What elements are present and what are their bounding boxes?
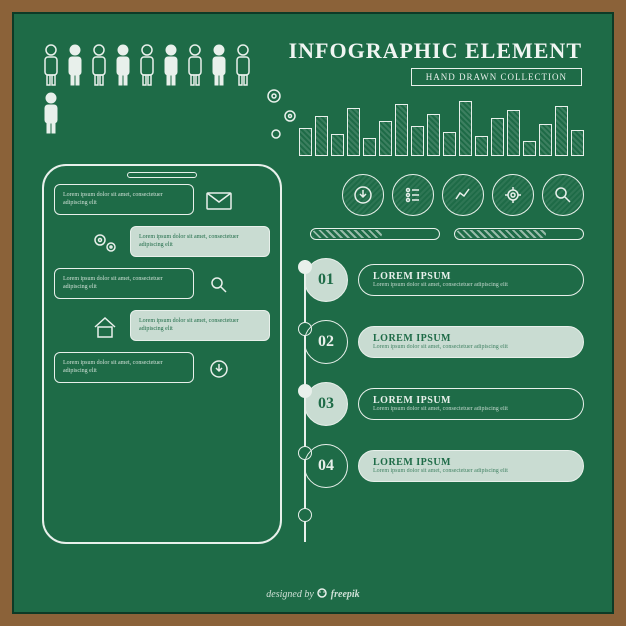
bar xyxy=(379,121,392,156)
footer-prefix: designed by xyxy=(266,589,316,600)
step-title: LOREM IPSUM xyxy=(373,457,569,468)
bar xyxy=(315,116,328,156)
step-content: LOREM IPSUMLorem ipsum dolor sit amet, c… xyxy=(358,264,584,297)
chat-message: Lorem ipsum dolor sit amet, consectetuer… xyxy=(54,268,270,302)
mail-icon xyxy=(202,184,236,218)
freepik-logo-icon xyxy=(316,587,328,599)
download-icon xyxy=(342,174,384,216)
chat-message: Lorem ipsum dolor sit amet, consectetuer… xyxy=(54,226,270,260)
people-pictogram xyxy=(42,44,252,134)
chalkboard: INFOGRAPHIC ELEMENT HAND DRAWN COLLECTIO… xyxy=(12,12,614,614)
circle-icons-row xyxy=(342,174,584,216)
step-content: LOREM IPSUMLorem ipsum dolor sit amet, c… xyxy=(358,450,584,483)
chat-message: Lorem ipsum dolor sit amet, consectetuer… xyxy=(54,352,270,386)
step-number: 02 xyxy=(304,320,348,364)
bar xyxy=(427,114,440,156)
step-item: 04 LOREM IPSUMLorem ipsum dolor sit amet,… xyxy=(304,444,584,488)
person-icon xyxy=(186,44,204,86)
bar xyxy=(523,141,536,156)
bar xyxy=(459,101,472,156)
step-number: 03 xyxy=(304,382,348,426)
step-item: 01 LOREM IPSUMLorem ipsum dolor sit amet,… xyxy=(304,258,584,302)
person-icon xyxy=(42,92,60,134)
person-icon xyxy=(90,44,108,86)
message-bubble: Lorem ipsum dolor sit amet, consectetuer… xyxy=(130,310,270,341)
bar xyxy=(363,138,376,156)
step-title: LOREM IPSUM xyxy=(373,333,569,344)
footer-credit: designed by freepik xyxy=(14,587,612,600)
bar xyxy=(331,134,344,156)
gear-icon xyxy=(492,174,534,216)
bar xyxy=(299,128,312,156)
header: INFOGRAPHIC ELEMENT HAND DRAWN COLLECTIO… xyxy=(289,38,582,86)
bar xyxy=(347,108,360,156)
main-title: INFOGRAPHIC ELEMENT xyxy=(289,38,582,64)
chat-message: Lorem ipsum dolor sit amet, consectetuer… xyxy=(54,310,270,344)
message-bubble: Lorem ipsum dolor sit amet, consectetuer… xyxy=(54,184,194,215)
progress-bars xyxy=(310,228,584,240)
step-content: LOREM IPSUMLorem ipsum dolor sit amet, c… xyxy=(358,326,584,359)
gears-icon xyxy=(88,226,122,260)
message-bubble: Lorem ipsum dolor sit amet, consectetuer… xyxy=(54,352,194,383)
message-bubble: Lorem ipsum dolor sit amet, consectetuer… xyxy=(54,268,194,299)
progress-bar xyxy=(454,228,584,240)
step-number: 01 xyxy=(304,258,348,302)
subtitle-badge: HAND DRAWN COLLECTION xyxy=(411,68,582,86)
list-icon xyxy=(392,174,434,216)
step-title: LOREM IPSUM xyxy=(373,395,569,406)
person-icon xyxy=(66,44,84,86)
home-icon xyxy=(88,310,122,344)
chat-message: Lorem ipsum dolor sit amet, consectetuer… xyxy=(54,184,270,218)
steps-list: 01LOREM IPSUMLorem ipsum dolor sit amet,… xyxy=(304,258,584,506)
message-bubble: Lorem ipsum dolor sit amet, consectetuer… xyxy=(130,226,270,257)
step-text: Lorem ipsum dolor sit amet, consectetuer… xyxy=(373,468,569,476)
search-icon xyxy=(542,174,584,216)
step-item: 03 LOREM IPSUMLorem ipsum dolor sit amet,… xyxy=(304,382,584,426)
download-icon xyxy=(202,352,236,386)
step-text: Lorem ipsum dolor sit amet, consectetuer… xyxy=(373,282,569,290)
bar xyxy=(475,136,488,156)
chart-icon xyxy=(442,174,484,216)
step-content: LOREM IPSUMLorem ipsum dolor sit amet, c… xyxy=(358,388,584,421)
gears-decoration-icon xyxy=(262,82,302,152)
person-icon xyxy=(234,44,252,86)
step-title: LOREM IPSUM xyxy=(373,271,569,282)
footer-brand: freepik xyxy=(331,589,360,600)
search-icon xyxy=(202,268,236,302)
person-icon xyxy=(162,44,180,86)
bar xyxy=(571,130,584,156)
bar xyxy=(395,104,408,156)
phone-notch xyxy=(127,172,197,178)
step-text: Lorem ipsum dolor sit amet, consectetuer… xyxy=(373,344,569,352)
bar xyxy=(539,124,552,156)
bar xyxy=(411,126,424,156)
person-icon xyxy=(114,44,132,86)
bar xyxy=(507,110,520,156)
timeline-node xyxy=(298,508,312,522)
step-item: 02 LOREM IPSUMLorem ipsum dolor sit amet,… xyxy=(304,320,584,364)
bar xyxy=(555,106,568,156)
person-icon xyxy=(42,44,60,86)
person-icon xyxy=(138,44,156,86)
person-icon xyxy=(210,44,228,86)
bar-chart xyxy=(299,96,584,156)
phone-mockup: Lorem ipsum dolor sit amet, consectetuer… xyxy=(42,164,282,544)
bar xyxy=(491,118,504,156)
step-number: 04 xyxy=(304,444,348,488)
progress-bar xyxy=(310,228,440,240)
step-text: Lorem ipsum dolor sit amet, consectetuer… xyxy=(373,406,569,414)
bar xyxy=(443,132,456,156)
